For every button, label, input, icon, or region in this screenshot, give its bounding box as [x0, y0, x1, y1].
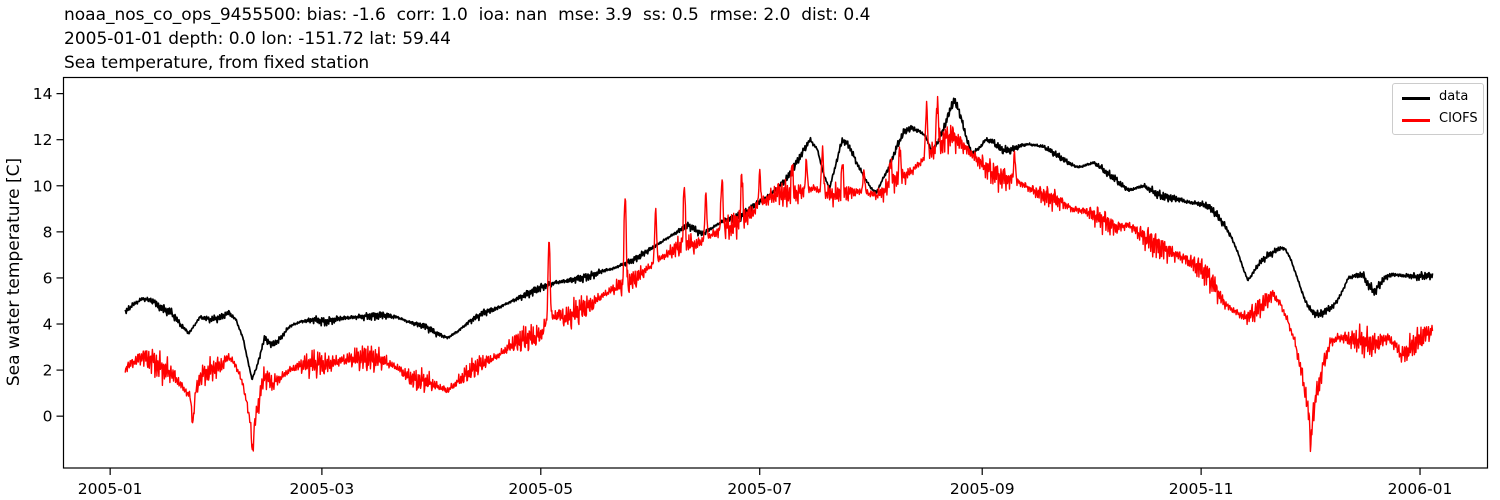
y-tick-label: 8 — [43, 223, 53, 241]
x-tick-label: 2005-05 — [508, 480, 573, 498]
data-line-sample-icon — [1402, 97, 1430, 100]
y-tick-label: 4 — [43, 316, 53, 334]
y-tick-label: 0 — [43, 408, 53, 426]
legend-entry-data: data — [1393, 87, 1483, 109]
legend-entry-ciofs: CIOFS — [1393, 109, 1483, 131]
legend-label-ciofs: CIOFS — [1439, 111, 1478, 126]
date-location-line: 2005-01-01 depth: 0.0 lon: -151.72 lat: … — [64, 29, 451, 49]
plot-background — [63, 77, 1488, 468]
x-tick-label: 2005-01 — [78, 480, 143, 498]
x-tick-label: 2006-01 — [1388, 480, 1453, 498]
y-tick-label: 14 — [33, 85, 53, 103]
y-tick-label: 12 — [33, 131, 53, 149]
legend-label-data: data — [1439, 89, 1469, 104]
plot-subtitle-line: Sea temperature, from fixed station — [64, 53, 370, 73]
x-tick-label: 2005-07 — [727, 480, 792, 498]
y-tick-label: 6 — [43, 269, 53, 287]
y-tick-label: 2 — [43, 362, 53, 380]
x-tick-label: 2005-03 — [290, 480, 355, 498]
y-tick-label: 10 — [33, 177, 53, 195]
axes-frame — [62, 76, 1489, 469]
ciofs-series-line — [124, 95, 1434, 453]
figure-titles: noaa_nos_co_ops_9455500: bias: -1.6 corr… — [64, 3, 870, 75]
ciofs-line-sample-icon — [1402, 119, 1430, 122]
legend: data CIOFS — [1392, 83, 1484, 135]
x-tick-label: 2005-09 — [950, 480, 1015, 498]
x-tick-label: 2005-11 — [1169, 480, 1234, 498]
stats-title-line: noaa_nos_co_ops_9455500: bias: -1.6 corr… — [64, 5, 871, 25]
